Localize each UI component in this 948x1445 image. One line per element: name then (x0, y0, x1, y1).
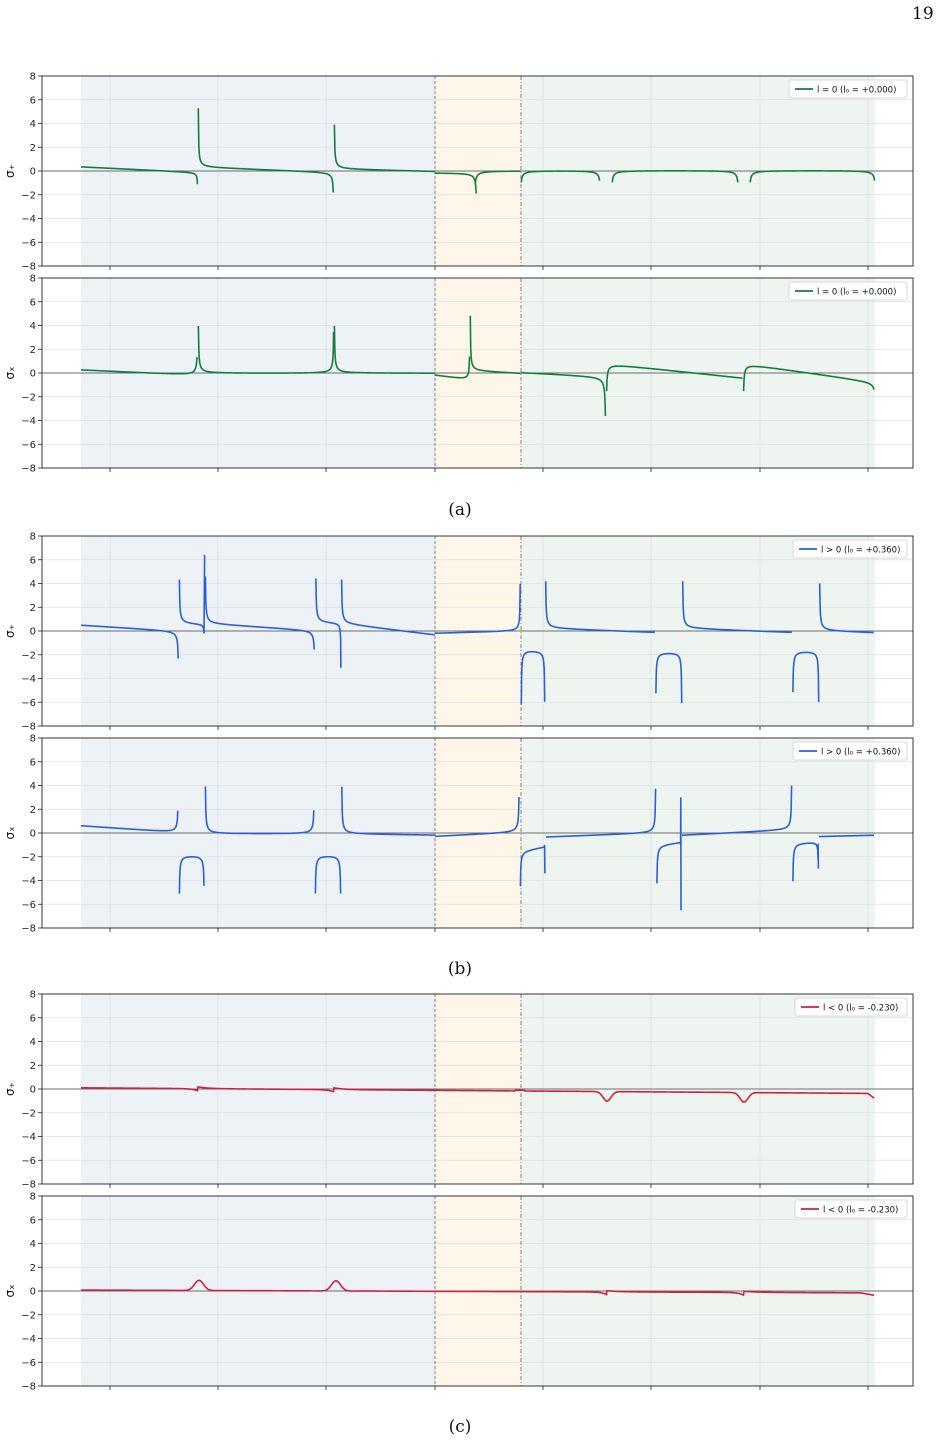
y-tick-label: −6 (21, 1358, 36, 1369)
y-tick-label: −2 (21, 650, 36, 661)
y-tick-label: −4 (21, 674, 36, 685)
y-axis-label: σₓ (3, 367, 17, 380)
legend-label: l > 0 (l₀ = +0.360) (821, 748, 900, 758)
caption-a: (a) (448, 500, 472, 520)
y-tick-label: 0 (30, 369, 36, 380)
panel-c-bottom: −8 −6 −4 −2 0 2 4 6 8 σₓ l < 0 (l₀ = -0.230) (3, 1192, 914, 1393)
legend-box (794, 997, 908, 1017)
y-tick-label: −6 (21, 900, 36, 911)
y-tick-label: 8 (30, 72, 36, 83)
legend-label: l < 0 (l₀ = -0.230) (823, 1004, 898, 1014)
y-tick-label: 0 (30, 167, 36, 178)
y-tick-label: 2 (30, 345, 36, 356)
legend-box (788, 79, 908, 99)
series-line (81, 1279, 875, 1297)
y-tick-label: 6 (30, 1215, 36, 1226)
panel-a-bottom: −8 −6 −4 −2 0 2 4 6 8 σₓ l = 0 (l₀ = +0.000) (3, 274, 914, 475)
panel-b-top: −8 −6 −4 −2 0 2 4 6 8 σ₊ l > 0 (l₀ = +0.360) (3, 532, 914, 733)
y-tick-label: 8 (30, 532, 36, 543)
y-tick-label: 0 (30, 1085, 36, 1096)
y-tick-label: 4 (30, 119, 36, 130)
caption-c: (c) (448, 1417, 472, 1437)
legend-box (788, 281, 908, 301)
y-tick-label: −2 (21, 1310, 36, 1321)
y-tick-label: 6 (30, 1013, 36, 1024)
series-line (80, 1085, 875, 1103)
legend-box (792, 741, 908, 761)
series-line (80, 315, 875, 417)
series-line (80, 785, 875, 911)
y-axis-label: σₓ (3, 1285, 17, 1298)
y-tick-label: −6 (21, 238, 36, 249)
panel-b-bottom: −8 −6 −4 −2 0 2 4 6 8 σₓ l > 0 (l₀ = +0.360) (3, 734, 914, 935)
y-tick-label: 4 (30, 781, 36, 792)
series-line (80, 554, 874, 705)
y-tick-label: 6 (30, 95, 36, 106)
y-tick-label: −4 (21, 416, 36, 427)
y-tick-label: 4 (30, 1037, 36, 1048)
y-tick-label: −4 (21, 1132, 36, 1143)
y-tick-label: −6 (21, 440, 36, 451)
y-tick-label: −8 (21, 722, 36, 733)
y-tick-label: −4 (21, 214, 36, 225)
y-tick-label: −8 (21, 1382, 36, 1393)
y-tick-label: −2 (21, 190, 36, 201)
page-number: 19 (912, 4, 934, 24)
y-tick-label: 2 (30, 805, 36, 816)
y-tick-label: 2 (30, 603, 36, 614)
legend-label: l < 0 (l₀ = -0.230) (823, 1206, 898, 1216)
y-tick-label: 2 (30, 1263, 36, 1274)
caption-b: (b) (447, 959, 473, 979)
y-tick-label: 4 (30, 321, 36, 332)
series-line (80, 108, 876, 194)
y-tick-label: 6 (30, 757, 36, 768)
y-tick-label: 8 (30, 1192, 36, 1203)
y-tick-label: −4 (21, 1334, 36, 1345)
y-tick-label: 8 (30, 274, 36, 285)
y-tick-label: 8 (30, 734, 36, 745)
y-tick-label: −6 (21, 1156, 36, 1167)
y-tick-label: 2 (30, 1061, 36, 1072)
y-tick-label: −2 (21, 392, 36, 403)
y-tick-label: 4 (30, 1239, 36, 1250)
y-tick-label: 2 (30, 143, 36, 154)
y-tick-label: 6 (30, 555, 36, 566)
y-tick-label: −2 (21, 1108, 36, 1119)
y-tick-label: −8 (21, 924, 36, 935)
y-axis-label: σ₊ (3, 164, 17, 178)
y-tick-label: 8 (30, 990, 36, 1001)
y-axis-label: σₓ (3, 827, 17, 840)
y-tick-label: 0 (30, 829, 36, 840)
y-tick-label: 4 (30, 579, 36, 590)
y-tick-label: 0 (30, 627, 36, 638)
legend-label: l > 0 (l₀ = +0.360) (821, 546, 900, 556)
y-tick-label: −8 (21, 262, 36, 273)
legend-label: l = 0 (l₀ = +0.000) (817, 86, 896, 96)
y-tick-label: −8 (21, 464, 36, 475)
legend-box (794, 1199, 908, 1219)
legend-box (792, 539, 908, 559)
y-tick-label: −2 (21, 852, 36, 863)
y-tick-label: −4 (21, 876, 36, 887)
y-axis-label: σ₊ (3, 624, 17, 638)
y-tick-label: −6 (21, 698, 36, 709)
y-axis-label: σ₊ (3, 1082, 17, 1096)
legend-label: l = 0 (l₀ = +0.000) (817, 288, 896, 298)
y-tick-label: 6 (30, 297, 36, 308)
y-tick-label: 0 (30, 1287, 36, 1298)
y-tick-label: −8 (21, 1180, 36, 1191)
panel-c-top: −8 −6 −4 −2 0 2 4 6 8 σ₊ l < 0 (l₀ = -0.230) (3, 990, 914, 1191)
panel-a-top: −8 −6 −4 −2 0 2 4 6 8 σ₊ l = 0 (l₀ = +0.000) (3, 72, 914, 273)
